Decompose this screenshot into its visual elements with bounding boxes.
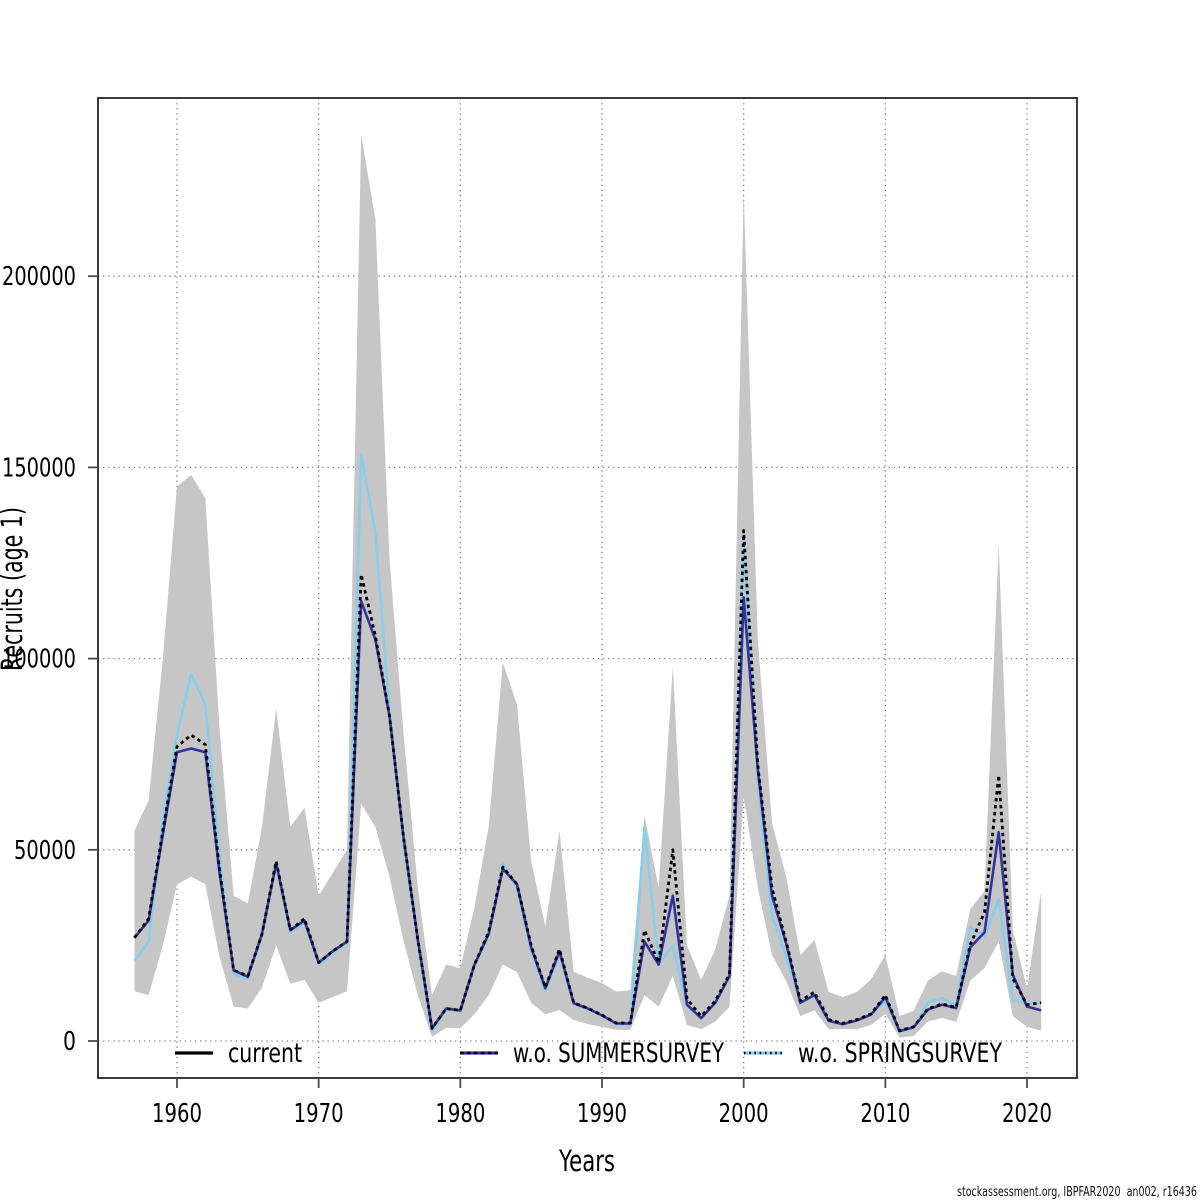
x-tick-label-2000: 2000 <box>719 1099 769 1129</box>
y-axis-tick-labels: 0 50000 100000 150000 200000 <box>2 262 76 1057</box>
legend: current w.o. SUMMERSURVEY w.o. SPRINGSUR… <box>175 1038 1002 1069</box>
y-tick-label-0: 0 <box>63 1027 76 1057</box>
line-wo-summersurvey <box>133 596 1042 1033</box>
legend-label-wo-summersurvey: w.o. SUMMERSURVEY <box>513 1038 724 1069</box>
x-tick-label-2010: 2010 <box>860 1099 910 1129</box>
x-tick-label-2020: 2020 <box>1002 1099 1052 1129</box>
confidence-band <box>134 134 1042 1038</box>
legend-label-wo-springsurvey: w.o. SPRINGSURVEY <box>798 1038 1002 1069</box>
x-tick-label-1980: 1980 <box>435 1099 485 1129</box>
x-tick-label-1960: 1960 <box>152 1099 202 1129</box>
y-tick-label-200000: 200000 <box>2 262 76 292</box>
x-tick-label-1990: 1990 <box>577 1099 627 1129</box>
y-tick-label-100000: 100000 <box>2 645 76 675</box>
y-axis-title: Recruits (age 1) <box>0 507 29 671</box>
footer-credit: stockassessment.org, IBPFAR2020 an002, r… <box>957 1185 1197 1200</box>
plot-frame <box>97 97 1078 1079</box>
y-tick-label-150000: 150000 <box>2 453 76 483</box>
y-tick-label-50000: 50000 <box>14 836 76 866</box>
x-axis-tick-labels: 1960 1970 1980 1990 2000 2010 2020 <box>152 1099 1052 1129</box>
x-tick-label-1970: 1970 <box>294 1099 344 1129</box>
x-axis-title: Years <box>558 1144 615 1178</box>
axis-ticks <box>88 275 1028 1088</box>
legend-label-current: current <box>228 1038 302 1069</box>
